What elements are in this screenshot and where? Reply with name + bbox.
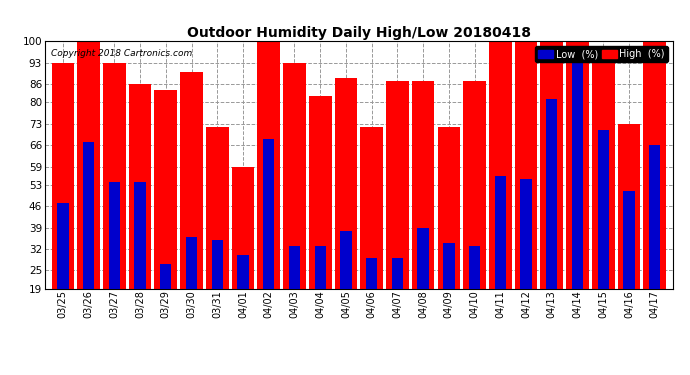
Bar: [598, 130, 609, 289]
Bar: [309, 96, 331, 289]
Bar: [540, 41, 563, 289]
Text: Copyright 2018 Cartronics.com: Copyright 2018 Cartronics.com: [51, 49, 193, 58]
Title: Outdoor Humidity Daily High/Low 20180418: Outdoor Humidity Daily High/Low 20180418: [187, 26, 531, 40]
Bar: [340, 231, 352, 289]
Bar: [417, 228, 428, 289]
Bar: [135, 182, 146, 289]
Bar: [335, 78, 357, 289]
Bar: [103, 63, 126, 289]
Bar: [155, 90, 177, 289]
Bar: [186, 237, 197, 289]
Bar: [618, 124, 640, 289]
Bar: [572, 60, 583, 289]
Bar: [495, 176, 506, 289]
Bar: [212, 240, 223, 289]
Bar: [592, 63, 615, 289]
Bar: [360, 127, 383, 289]
Bar: [437, 127, 460, 289]
Bar: [623, 191, 635, 289]
Bar: [566, 41, 589, 289]
Bar: [515, 41, 538, 289]
Bar: [463, 81, 486, 289]
Bar: [237, 255, 248, 289]
Bar: [52, 63, 75, 289]
Bar: [83, 142, 95, 289]
Bar: [366, 258, 377, 289]
Bar: [643, 41, 666, 289]
Bar: [180, 72, 203, 289]
Bar: [129, 84, 151, 289]
Bar: [469, 246, 480, 289]
Bar: [489, 41, 512, 289]
Bar: [160, 264, 171, 289]
Bar: [315, 246, 326, 289]
Bar: [108, 182, 120, 289]
Bar: [412, 81, 435, 289]
Bar: [263, 139, 275, 289]
Bar: [77, 41, 100, 289]
Bar: [206, 127, 228, 289]
Bar: [520, 179, 532, 289]
Bar: [649, 145, 660, 289]
Bar: [289, 246, 300, 289]
Bar: [232, 166, 255, 289]
Bar: [283, 63, 306, 289]
Legend: Low  (%), High  (%): Low (%), High (%): [535, 46, 668, 62]
Bar: [546, 99, 558, 289]
Bar: [443, 243, 455, 289]
Bar: [57, 203, 68, 289]
Bar: [386, 81, 408, 289]
Bar: [392, 258, 403, 289]
Bar: [257, 41, 280, 289]
